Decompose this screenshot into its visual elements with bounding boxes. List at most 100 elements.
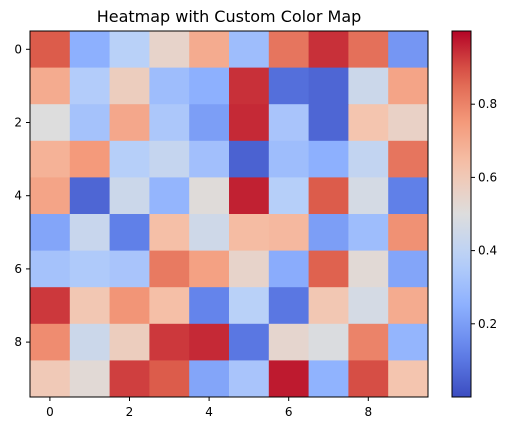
heatmap-cell [229, 31, 270, 69]
heatmap-cell [109, 67, 150, 105]
heatmap-cell [69, 323, 111, 361]
heatmap-cell [109, 177, 150, 215]
heatmap-cell [388, 250, 429, 288]
heatmap-cell [69, 250, 111, 288]
heatmap-cell [229, 214, 270, 252]
colorbar: 0.2 0.4 0.6 0.8 [451, 30, 497, 398]
heatmap-cell [268, 67, 310, 105]
heatmap-cell [69, 360, 111, 398]
heatmap-cell [189, 140, 230, 178]
heatmap-cell [268, 360, 310, 398]
heatmap-cell [348, 214, 389, 252]
heatmap-cell [30, 250, 71, 288]
heatmap-cell [189, 214, 230, 252]
heatmap-cell [109, 104, 150, 142]
heatmap-cell [268, 323, 310, 361]
heatmap-cell [388, 31, 429, 69]
heatmap-cell [30, 104, 71, 142]
heatmap-cell [308, 214, 349, 252]
heatmap-cell [149, 67, 190, 105]
heatmap-cell [109, 323, 150, 361]
heatmap-cell [348, 323, 389, 361]
heatmap-cell [149, 140, 190, 178]
heatmap-cell [348, 140, 389, 178]
heatmap-cell [348, 360, 389, 398]
heatmap-cell [189, 177, 230, 215]
heatmap-cell [149, 104, 190, 142]
heatmap-cell [69, 104, 111, 142]
heatmap-cell [308, 177, 349, 215]
heatmap-cell [30, 360, 71, 398]
heatmap-cell [229, 360, 270, 398]
heatmap-cell [268, 177, 310, 215]
heatmap-cell [189, 323, 230, 361]
heatmap-cell [268, 287, 310, 325]
heatmap-cell [30, 67, 71, 105]
heatmap-cell [388, 214, 429, 252]
x-tick-label: 8 [364, 405, 372, 419]
y-tick-label: 2 [14, 116, 22, 130]
chart-title: Heatmap with Custom Color Map [96, 7, 362, 26]
y-tick-label: 6 [14, 262, 22, 276]
heatmap-cell [308, 104, 349, 142]
heatmap-cell [308, 360, 349, 398]
heatmap-cells [30, 31, 429, 398]
heatmap-cell [149, 287, 190, 325]
heatmap-cell [308, 323, 349, 361]
heatmap-cell [69, 67, 111, 105]
heatmap-cell [30, 31, 71, 69]
heatmap-cell [109, 250, 150, 288]
heatmap-cell [109, 287, 150, 325]
colorbar-gradient [451, 30, 472, 398]
heatmap-cell [308, 287, 349, 325]
heatmap-axes: 0 2 4 6 8 0 2 4 6 8 [14, 30, 429, 419]
heatmap-cell [388, 360, 429, 398]
heatmap-cell [268, 31, 310, 69]
heatmap-cell [109, 360, 150, 398]
x-tick-label: 6 [285, 405, 293, 419]
heatmap-cell [388, 67, 429, 105]
heatmap-cell [348, 104, 389, 142]
heatmap-cell [149, 214, 190, 252]
heatmap-cell [308, 67, 349, 105]
heatmap-cell [229, 287, 270, 325]
colorbar-tick-label: 0.2 [478, 317, 497, 331]
heatmap-cell [229, 67, 270, 105]
heatmap-cell [348, 67, 389, 105]
plot-frame [29, 30, 429, 398]
heatmap-cell [348, 250, 389, 288]
heatmap-cell [149, 31, 190, 69]
heatmap-cell [69, 177, 111, 215]
heatmap-cell [268, 214, 310, 252]
heatmap-cell [69, 214, 111, 252]
heatmap-cell [30, 177, 71, 215]
heatmap-cell [189, 287, 230, 325]
heatmap-cell [189, 67, 230, 105]
heatmap-cell [149, 177, 190, 215]
heatmap-cell [268, 250, 310, 288]
heatmap-cell [388, 287, 429, 325]
heatmap-cell [229, 140, 270, 178]
y-tick-label: 0 [14, 42, 22, 56]
heatmap-cell [109, 31, 150, 69]
heatmap-cell [308, 140, 349, 178]
heatmap-cell [189, 31, 230, 69]
y-tick-label: 4 [14, 189, 22, 203]
heatmap-cell [30, 287, 71, 325]
x-tick-label: 0 [46, 405, 54, 419]
heatmap-cell [149, 250, 190, 288]
heatmap-cell [388, 104, 429, 142]
heatmap-cell [348, 177, 389, 215]
heatmap-cell [149, 360, 190, 398]
heatmap-cell [388, 323, 429, 361]
heatmap-cell [229, 250, 270, 288]
heatmap-cell [308, 250, 349, 288]
heatmap-cell [109, 140, 150, 178]
heatmap-cell [189, 250, 230, 288]
colorbar-tick-label: 0.4 [478, 244, 497, 258]
colorbar-tick-label: 0.6 [478, 170, 497, 184]
heatmap-cell [69, 31, 111, 69]
heatmap-cell [30, 140, 71, 178]
heatmap-cell [30, 323, 71, 361]
heatmap-cell [388, 177, 429, 215]
